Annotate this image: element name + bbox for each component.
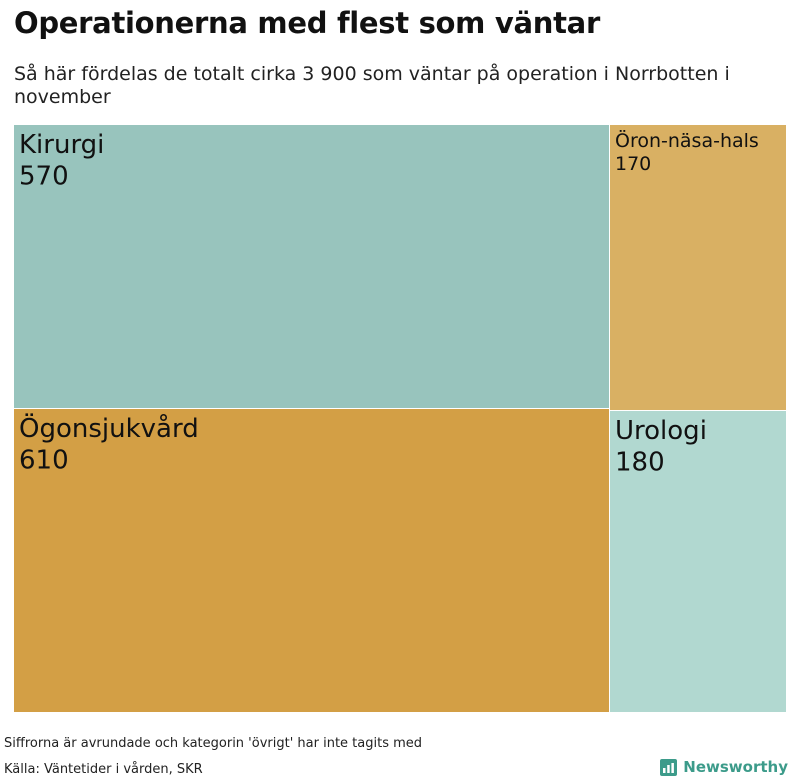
treemap-value-ögonsjukvård: 610: [19, 445, 69, 475]
treemap-cell-ögonsjukvård: [14, 409, 609, 712]
treemap-cell-öron-näsa-hals: [610, 125, 786, 410]
footnote: Siffrorna är avrundade och kategorin 'öv…: [4, 736, 423, 751]
treemap-label-kirurgi: Kirurgi: [19, 130, 104, 160]
brand-logo: Newsworthy: [660, 758, 788, 776]
treemap-value-urologi: 180: [615, 447, 665, 477]
treemap-label-urologi: Urologi: [615, 416, 707, 446]
treemap-value-kirurgi: 570: [19, 161, 69, 191]
source-note: Källa: Väntetider i vården, SKR: [4, 762, 203, 777]
newsworthy-logo-icon: [660, 758, 678, 776]
treemap-label-öron-näsa-hals: Öron-näsa-hals: [615, 129, 759, 152]
chart-title: Operationerna med flest som väntar: [14, 6, 600, 40]
chart-subtitle: Så här fördelas de totalt cirka 3 900 so…: [14, 63, 730, 108]
treemap-chart: Kirurgi 570 Ögonsjukvård 610 Öron-näsa-hals 1…: [14, 125, 787, 713]
brand-name: Newsworthy: [683, 758, 788, 776]
treemap-label-ögonsjukvård: Ögonsjukvård: [19, 412, 199, 444]
treemap-cell-urologi: [610, 411, 786, 712]
treemap-svg: Kirurgi570Ögonsjukvård610Öron-näsa-hals1…: [14, 125, 786, 712]
treemap-value-öron-näsa-hals: 170: [615, 153, 651, 175]
treemap-cell-kirurgi: [14, 125, 609, 408]
